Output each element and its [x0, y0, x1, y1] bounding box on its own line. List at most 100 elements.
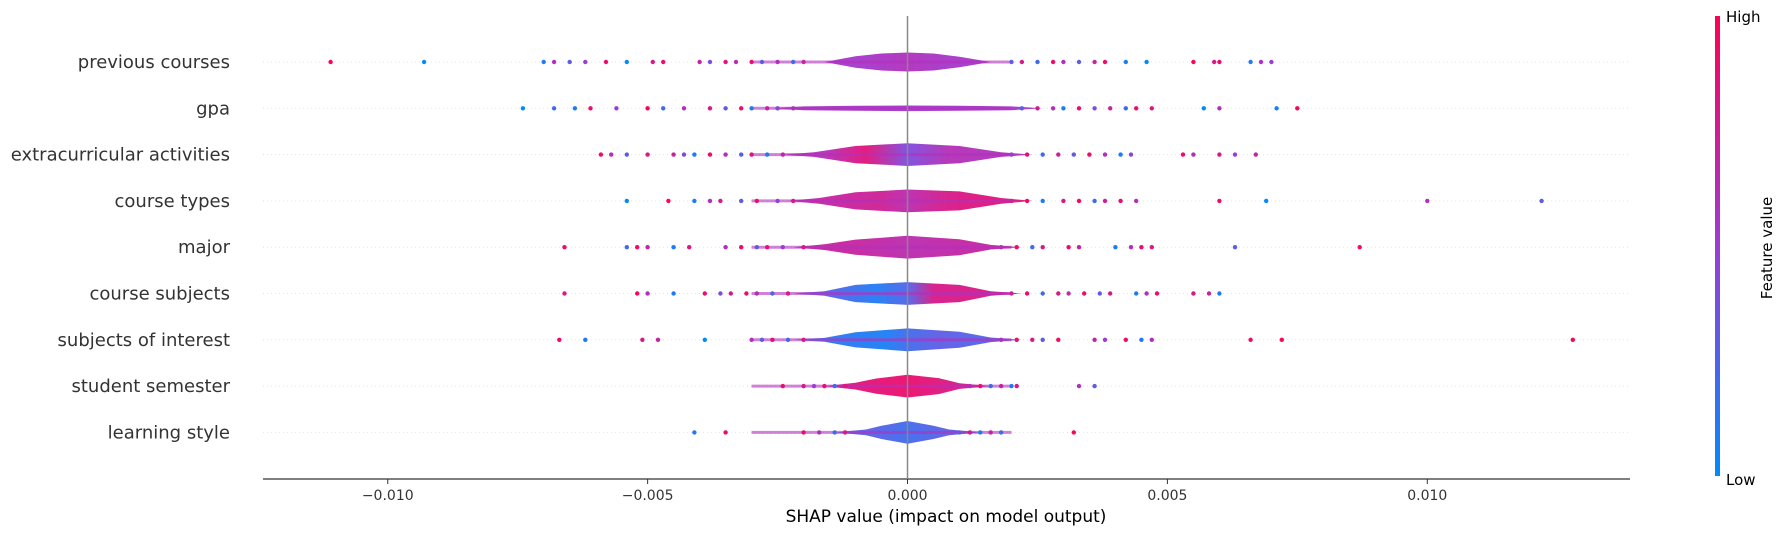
data-point	[707, 198, 713, 204]
data-point	[1217, 59, 1222, 65]
data-point	[1191, 291, 1196, 296]
data-point	[1071, 430, 1077, 435]
data-point	[749, 152, 754, 157]
data-point	[1113, 245, 1118, 250]
data-point	[635, 245, 640, 250]
data-point	[609, 152, 614, 157]
data-point	[1024, 152, 1030, 157]
data-point	[1570, 337, 1576, 342]
data-point	[1191, 59, 1196, 65]
data-point	[1217, 291, 1222, 296]
feature-label: subjects of interest	[58, 330, 230, 351]
data-point	[681, 152, 687, 157]
data-point	[775, 198, 780, 204]
data-point	[1056, 291, 1061, 296]
data-point	[1248, 337, 1253, 342]
data-point	[988, 430, 993, 435]
data-point	[328, 59, 333, 65]
data-point	[702, 291, 707, 296]
data-point	[1009, 59, 1014, 65]
data-point	[1050, 106, 1056, 111]
data-point	[624, 198, 629, 204]
data-point	[1102, 198, 1108, 204]
data-point	[697, 59, 702, 65]
data-point	[967, 383, 973, 389]
data-point	[1035, 106, 1040, 111]
data-point	[749, 337, 754, 342]
feature-label: major	[178, 237, 231, 258]
feature-label: previous courses	[78, 52, 230, 73]
data-point	[1123, 106, 1129, 111]
data-point	[661, 106, 666, 111]
data-point	[1269, 59, 1274, 65]
data-point	[817, 430, 822, 435]
data-point	[728, 291, 733, 296]
data-point	[1076, 383, 1082, 389]
data-point	[421, 59, 427, 65]
data-point	[765, 152, 770, 157]
data-point	[1061, 198, 1066, 204]
data-point	[1102, 152, 1108, 157]
data-point	[1009, 152, 1014, 157]
data-point	[723, 152, 728, 157]
data-point	[775, 59, 780, 65]
data-point	[1024, 291, 1030, 296]
data-point	[671, 291, 676, 296]
data-point	[1071, 152, 1077, 157]
colorbar-high-label: High	[1726, 8, 1760, 26]
data-point	[1092, 106, 1097, 111]
data-point	[541, 59, 546, 65]
data-point	[791, 198, 796, 204]
data-point	[1097, 291, 1103, 296]
data-point	[645, 291, 650, 296]
data-point	[707, 106, 713, 111]
data-point	[967, 430, 973, 435]
data-point	[603, 59, 609, 65]
violin-layer	[751, 52, 1043, 444]
data-point	[1076, 106, 1082, 111]
data-point	[1248, 59, 1253, 65]
data-point	[1258, 59, 1264, 65]
data-point	[754, 245, 759, 250]
data-point	[692, 198, 697, 204]
data-point	[801, 59, 806, 65]
data-point	[1087, 152, 1092, 157]
data-point	[723, 245, 728, 250]
data-point	[702, 337, 707, 342]
data-point	[998, 337, 1004, 342]
data-point	[1232, 152, 1238, 157]
data-point	[957, 430, 962, 435]
data-point	[551, 59, 557, 65]
data-point	[744, 291, 749, 296]
data-point	[1134, 198, 1139, 204]
data-point	[1076, 245, 1082, 250]
data-point	[681, 106, 687, 111]
data-point	[655, 337, 661, 342]
data-point	[692, 430, 697, 435]
data-point	[801, 430, 806, 435]
data-point	[832, 430, 837, 435]
data-point	[998, 430, 1004, 435]
data-point	[1217, 152, 1222, 157]
data-point	[978, 430, 983, 435]
data-point	[557, 337, 562, 342]
data-point	[1274, 106, 1279, 111]
data-point	[614, 106, 619, 111]
data-point	[572, 106, 578, 111]
data-point	[1144, 291, 1149, 296]
data-point	[978, 383, 983, 389]
x-tick-label: −0.005	[622, 488, 674, 504]
data-point	[749, 59, 754, 65]
data-point	[1212, 59, 1217, 65]
data-point	[1134, 291, 1139, 296]
data-point	[1108, 291, 1113, 296]
data-point	[562, 245, 567, 250]
data-point	[1050, 59, 1056, 65]
data-point	[1092, 383, 1097, 389]
data-point	[1118, 152, 1123, 157]
data-point	[624, 152, 629, 157]
data-point	[1066, 245, 1071, 250]
data-point	[1149, 245, 1155, 250]
data-point	[1253, 152, 1259, 157]
